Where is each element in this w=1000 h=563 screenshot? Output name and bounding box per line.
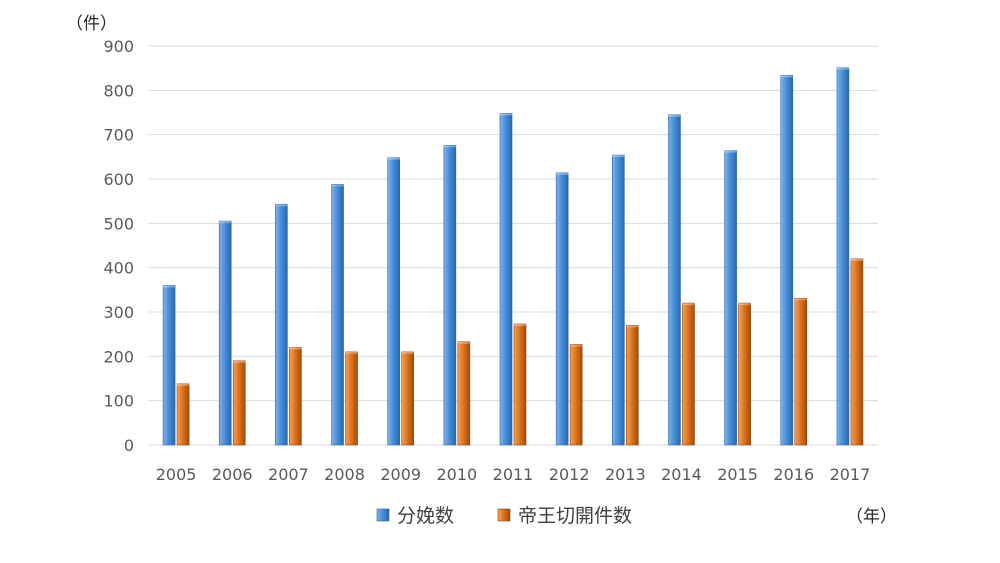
x-axis-ticks: 2005 2006 2007 2008 2009 2010 2011 2012 2013 2014… — [156, 465, 871, 484]
bar-top-highlight — [724, 150, 737, 153]
bar-cesarean — [345, 351, 358, 446]
y-tick-label: 0 — [124, 436, 134, 455]
x-tick-label: 2013 — [605, 465, 646, 484]
y-axis-ticks: 0 100 200 300 400 500 600 700 800 900 — [103, 37, 134, 455]
bar-top-highlight — [443, 145, 456, 148]
bar-top-highlight — [177, 383, 190, 386]
bar-births — [612, 154, 625, 446]
x-tick-label: 2011 — [493, 465, 534, 484]
bar-top-highlight — [850, 258, 863, 261]
x-tick-label: 2012 — [549, 465, 590, 484]
bar-births — [780, 74, 794, 446]
x-tick-label: 2007 — [268, 465, 309, 484]
bar-top-highlight — [500, 113, 512, 116]
bar-cesarean — [232, 360, 246, 446]
y-tick-label: 600 — [103, 170, 134, 189]
bar-top-highlight — [275, 204, 288, 207]
bar-births — [275, 203, 288, 446]
legend-label: 帝王切開件数 — [518, 505, 632, 527]
bar-births — [555, 172, 569, 446]
bar-cesarean — [457, 341, 471, 446]
bar-top-highlight — [401, 351, 414, 354]
y-tick-label: 100 — [103, 392, 134, 411]
x-tick-label: 2015 — [717, 465, 758, 484]
legend-label: 分娩数 — [397, 505, 454, 527]
bar-cesarean — [401, 351, 414, 446]
x-tick-label: 2010 — [436, 465, 477, 484]
bar-top-highlight — [163, 285, 176, 288]
gridlines — [148, 45, 878, 446]
bar-top-highlight — [682, 303, 695, 306]
bar-top-highlight — [233, 360, 246, 363]
bar-births — [836, 67, 850, 446]
bar-cesarean — [569, 344, 583, 446]
bar-cesarean — [738, 302, 751, 446]
bar-top-highlight — [457, 341, 470, 344]
bar-top-highlight — [626, 325, 639, 328]
bar-top-highlight — [836, 67, 849, 70]
bar-cesarean — [850, 258, 864, 446]
bar-top-highlight — [794, 298, 807, 301]
bar-top-highlight — [668, 114, 681, 117]
bar-top-highlight — [331, 184, 344, 187]
bar-cesarean — [176, 383, 190, 446]
bar-top-highlight — [612, 155, 625, 158]
bar-top-highlight — [219, 221, 232, 224]
bar-births — [331, 184, 344, 446]
bar-births — [443, 145, 457, 446]
bar-cesarean — [289, 347, 302, 446]
bar-top-highlight — [345, 351, 358, 354]
bar-top-highlight — [556, 172, 569, 175]
x-tick-label: 2016 — [773, 465, 814, 484]
bar-births — [218, 220, 232, 446]
y-tick-label: 200 — [103, 347, 134, 366]
bar-births — [387, 157, 400, 446]
bar-top-highlight — [738, 303, 751, 306]
x-axis-unit: （年） — [846, 507, 897, 527]
x-tick-label: 2009 — [380, 465, 421, 484]
legend-swatch — [376, 508, 390, 522]
y-tick-label: 300 — [103, 303, 134, 322]
bar-births — [668, 114, 681, 446]
x-tick-label: 2006 — [212, 465, 253, 484]
x-tick-label: 2014 — [661, 465, 702, 484]
bar-cesarean — [626, 324, 639, 446]
y-axis-unit: （件） — [66, 14, 117, 34]
legend: 分娩数 帝王切開件数 — [376, 505, 632, 527]
bar-top-highlight — [387, 157, 400, 160]
y-tick-label: 500 — [103, 214, 134, 233]
bar-cesarean — [682, 302, 695, 446]
x-tick-label: 2008 — [324, 465, 365, 484]
legend-swatch — [497, 508, 511, 522]
bar-births — [162, 285, 176, 446]
bar-top-highlight — [570, 344, 583, 347]
bar-births — [724, 150, 737, 446]
y-tick-label: 900 — [103, 37, 134, 56]
y-tick-label: 700 — [103, 126, 134, 145]
bar-births — [499, 113, 513, 446]
bar-cesarean — [513, 323, 527, 446]
bar-top-highlight — [514, 323, 526, 326]
bar-top-highlight — [780, 75, 793, 78]
bar-top-highlight — [289, 347, 302, 350]
x-tick-label: 2017 — [830, 465, 871, 484]
bars — [162, 67, 864, 446]
x-tick-label: 2005 — [156, 465, 197, 484]
y-tick-label: 400 — [103, 259, 134, 278]
y-tick-label: 800 — [103, 81, 134, 100]
bar-cesarean — [794, 297, 808, 446]
